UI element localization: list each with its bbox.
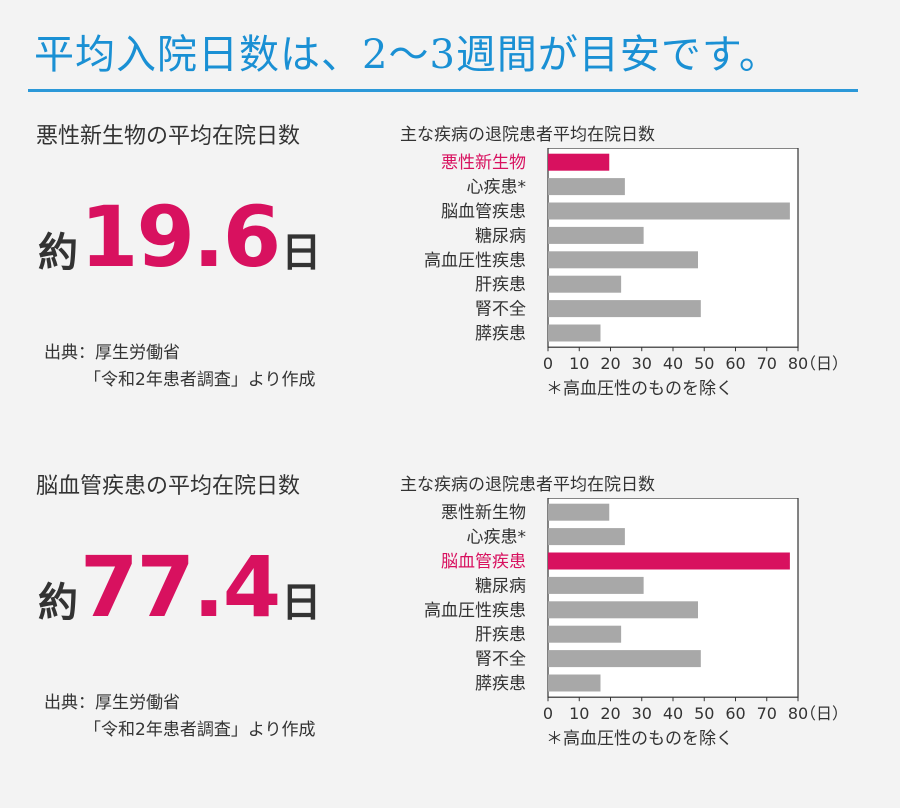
x-tick-label: 0 bbox=[543, 354, 553, 373]
bar-1 bbox=[548, 178, 625, 196]
x-tick-label: 60 bbox=[725, 704, 745, 723]
x-tick-label: 30 bbox=[632, 354, 652, 373]
x-tick-label: 0 bbox=[543, 704, 553, 723]
bar-0 bbox=[548, 153, 610, 171]
bar-0 bbox=[548, 503, 610, 521]
bar-7 bbox=[548, 324, 601, 342]
x-tick-label: 80 bbox=[788, 704, 808, 723]
plot-area bbox=[547, 497, 799, 698]
bar-5 bbox=[548, 625, 622, 643]
big-stat-suffix: 日 bbox=[281, 230, 322, 276]
bar-7 bbox=[548, 674, 601, 692]
bar-chart: 悪性新生物心疾患* 脳血管疾患糖尿病高血圧性疾患肝疾患腎不全膵疾患 0 10 20 30 4… bbox=[380, 147, 880, 384]
x-tick-label: 20 bbox=[600, 704, 620, 723]
bar-4 bbox=[548, 251, 698, 269]
section-title: 悪性新生物の平均在院日数 bbox=[36, 124, 301, 149]
bar-1 bbox=[548, 528, 625, 546]
category-label: 悪性新生物 bbox=[441, 153, 526, 173]
category-label: 糖尿病 bbox=[475, 226, 526, 246]
x-unit-label: （日） bbox=[800, 354, 848, 373]
x-tick-label: 80 bbox=[788, 354, 808, 373]
bar-2 bbox=[548, 552, 790, 570]
source-note: 出典：厚生労働省 「令和2年患者調査」より作成 bbox=[44, 690, 315, 744]
x-unit-label: （日） bbox=[800, 704, 848, 723]
bar-5 bbox=[548, 275, 622, 293]
bar-2 bbox=[548, 202, 790, 220]
source-line-1: 出典：厚生労働省 bbox=[44, 343, 180, 363]
chart-footnote: ＊高血圧性のものを除く bbox=[546, 379, 733, 399]
x-tick-label: 70 bbox=[757, 704, 777, 723]
bar-4 bbox=[548, 601, 698, 619]
chart-title: 主な疾病の退院患者平均在院日数 bbox=[400, 125, 655, 145]
source-note: 出典：厚生労働省 「令和2年患者調査」より作成 bbox=[44, 340, 315, 394]
category-label: 脳血管疾患 bbox=[441, 552, 526, 572]
category-label: 肝疾患 bbox=[475, 625, 526, 645]
chart-title: 主な疾病の退院患者平均在院日数 bbox=[400, 475, 655, 495]
category-label: 腎不全 bbox=[475, 300, 526, 320]
section-stroke: 脳血管疾患の平均在院日数 約77.4日 出典：厚生労働省 「令和2年患者調査」よ… bbox=[0, 468, 900, 808]
source-line-2: 「令和2年患者調査」より作成 bbox=[84, 720, 316, 740]
title-divider bbox=[28, 89, 858, 92]
x-tick-label: 40 bbox=[663, 704, 683, 723]
plot-area bbox=[547, 147, 799, 348]
category-label: 心疾患* bbox=[467, 178, 527, 198]
x-tick-label: 10 bbox=[569, 354, 589, 373]
section-title: 脳血管疾患の平均在院日数 bbox=[36, 474, 301, 499]
big-stat: 約77.4日 bbox=[38, 538, 321, 636]
source-line-1: 出典：厚生労働省 bbox=[44, 693, 180, 713]
source-line-2: 「令和2年患者調査」より作成 bbox=[84, 370, 316, 390]
bar-6 bbox=[548, 300, 701, 318]
category-label: 脳血管疾患 bbox=[441, 202, 526, 222]
big-stat-prefix: 約 bbox=[38, 230, 78, 276]
category-label: 肝疾患 bbox=[475, 275, 526, 295]
x-tick-label: 30 bbox=[632, 704, 652, 723]
bar-chart: 悪性新生物心疾患* 脳血管疾患糖尿病高血圧性疾患肝疾患腎不全膵疾患 0 10 20 30 4… bbox=[380, 497, 880, 734]
category-label: 高血圧性疾患 bbox=[424, 251, 526, 271]
bar-6 bbox=[548, 650, 701, 668]
bar-3 bbox=[548, 576, 644, 594]
x-tick-label: 40 bbox=[663, 354, 683, 373]
big-stat-prefix: 約 bbox=[38, 580, 78, 626]
x-tick-label: 60 bbox=[725, 354, 745, 373]
big-stat-value: 77.4 bbox=[80, 538, 281, 636]
x-tick-label: 10 bbox=[569, 704, 589, 723]
page-title: 平均入院日数は、2〜3週間が目安です。 bbox=[34, 32, 780, 78]
category-label: 糖尿病 bbox=[475, 576, 526, 596]
category-label: 高血圧性疾患 bbox=[424, 601, 526, 621]
x-tick-label: 70 bbox=[757, 354, 777, 373]
big-stat-value: 19.6 bbox=[80, 188, 281, 286]
bar-3 bbox=[548, 226, 644, 244]
x-tick-label: 50 bbox=[694, 704, 714, 723]
category-label: 心疾患* bbox=[467, 528, 527, 548]
big-stat: 約19.6日 bbox=[38, 188, 321, 286]
big-stat-suffix: 日 bbox=[281, 580, 322, 626]
x-tick-label: 20 bbox=[600, 354, 620, 373]
category-label: 腎不全 bbox=[475, 650, 526, 670]
x-tick-label: 50 bbox=[694, 354, 714, 373]
category-label: 膵疾患 bbox=[475, 324, 526, 344]
section-cancer: 悪性新生物の平均在院日数 約19.6日 出典：厚生労働省 「令和2年患者調査」よ… bbox=[0, 118, 900, 458]
category-label: 膵疾患 bbox=[475, 674, 526, 694]
chart-footnote: ＊高血圧性のものを除く bbox=[546, 729, 733, 749]
category-label: 悪性新生物 bbox=[441, 503, 526, 523]
